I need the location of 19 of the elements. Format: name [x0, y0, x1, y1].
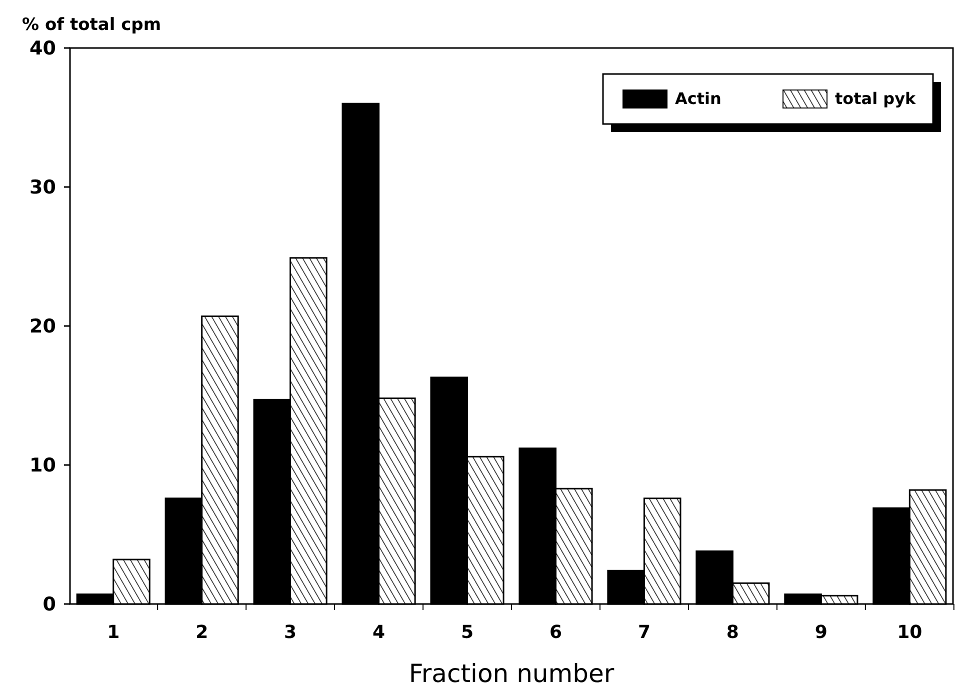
x-tick-label: 3: [284, 622, 297, 643]
y-tick-label: 10: [30, 454, 56, 477]
x-tick-label: 2: [196, 622, 208, 643]
legend-label: Actin: [675, 89, 722, 108]
y-tick-label: 40: [30, 38, 56, 60]
x-tick-label: 7: [638, 622, 650, 643]
y-tick-label: 30: [30, 176, 56, 199]
y-tick-label: 0: [42, 594, 56, 616]
y-axis-title: % of total cpm: [22, 15, 162, 35]
legend-label: total pyk: [835, 89, 916, 108]
x-tick-label: 9: [814, 622, 828, 643]
x-tick-label: 10: [897, 622, 922, 643]
x-tick-label: 1: [107, 622, 120, 643]
x-tick-label: 4: [372, 622, 386, 643]
x-tick-label: 8: [726, 622, 739, 643]
x-axis-title: Fraction number: [408, 659, 615, 688]
y-tick-label: 20: [30, 316, 56, 338]
x-tick-label: 6: [549, 622, 562, 643]
x-tick-label: 5: [460, 622, 474, 643]
